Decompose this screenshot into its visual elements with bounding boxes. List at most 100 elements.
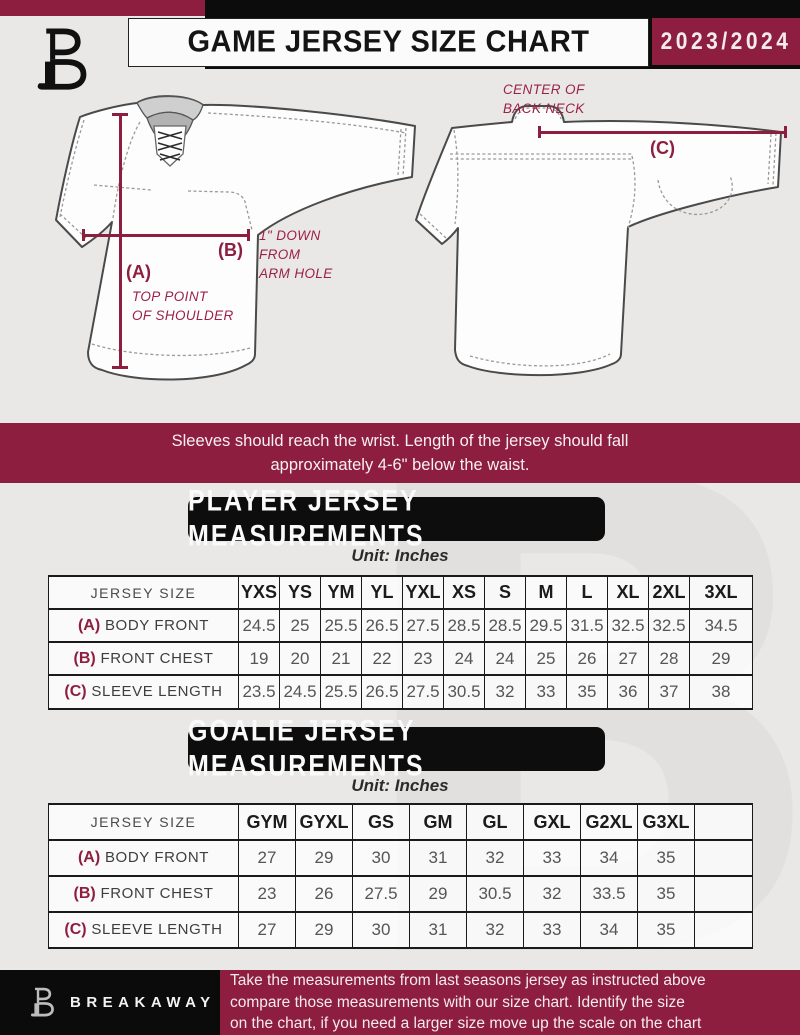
size-column-header: G3XL [637,803,695,841]
size-column-header: GYXL [295,803,353,841]
measurement-cell: 30 [352,839,410,877]
measurement-cell: 27 [607,641,649,676]
footer-instructions-text: Take the measurements from last seasons … [230,972,706,1033]
jersey-front-diagram [55,95,416,381]
goalie-unit-label: Unit: Inches [351,776,449,795]
measurement-cell: 35 [637,839,695,877]
measurement-row: (A) BODY FRONT 27 29 30 31 32 33 34 35 [48,839,753,877]
measurement-cell: 35 [637,875,695,913]
footer-instructions-block: Take the measurements from last seasons … [220,970,800,1035]
row-key: (B) [73,649,96,667]
size-column-header: GS [352,803,410,841]
fit-instruction-text: Sleeves should reach the wrist. Length o… [171,432,629,474]
row-name: SLEEVE LENGTH [86,921,223,938]
measurement-cell: 30.5 [466,875,524,913]
measurement-cell: 34 [580,911,638,949]
measurement-cell: 32.5 [648,608,690,643]
row-name: FRONT CHEST [95,885,214,902]
page-title: GAME JERSEY SIZE CHART [187,25,590,59]
measurement-line-c-right-tick [784,126,787,138]
measurement-cell: 31 [409,911,467,949]
measurement-cell: 25 [279,608,321,643]
measurement-cell: 34.5 [689,608,753,643]
season-label: 2023/2024 [660,27,792,55]
measurement-cell: 26 [295,875,353,913]
measurement-line-c-left-tick [538,126,541,138]
goalie-section-title: GOALIE JERSEY MEASUREMENTS [188,714,425,783]
measurement-cell: 34 [580,839,638,877]
size-column-header [694,803,753,841]
row-key: (A) [77,849,101,866]
row-key: (A) [77,616,101,634]
measurement-cell: 33.5 [580,875,638,913]
header-maroon-strip [0,0,205,16]
measurement-cell: 28 [648,641,690,676]
measurement-line-a [119,114,122,368]
measurement-cell: 25.5 [320,608,362,643]
note-top-point-of-shoulder: TOP POINT OF SHOULDER [132,289,234,323]
size-column-header: GYM [238,803,296,841]
measurement-cell: 24 [484,641,526,676]
row-name: FRONT CHEST [95,649,214,667]
label-a: (A) [126,262,151,282]
measurement-cell: 32.5 [607,608,649,643]
measurement-cell: 24 [443,641,485,676]
size-column-header: YXS [238,575,280,610]
measurement-cell: 31.5 [566,608,608,643]
measurement-cell: 23 [238,875,296,913]
measurement-cell: 26.5 [361,608,403,643]
measurement-cell: 27 [238,839,296,877]
measurement-row: (B) FRONT CHEST 19 20 21 22 23 24 24 25 26 27 28 29 [48,641,753,676]
label-c: (C) [650,138,675,158]
measurement-cell: 23.5 [238,674,280,710]
footer-brand-block: BREAKAWAY [0,970,220,1035]
measurement-line-a-bottom-tick [112,366,128,369]
breakaway-logo-icon [26,986,56,1020]
measurement-row: (B) FRONT CHEST 23 26 27.5 29 30.5 32 33.5 35 [48,875,753,913]
size-column-header: 2XL [648,575,690,610]
fit-instruction-banner: Sleeves should reach the wrist. Length o… [0,423,800,483]
goalie-section-header: GOALIE JERSEY MEASUREMENTS [188,714,605,783]
measurement-line-b [82,234,250,237]
measurement-cell: 32 [466,839,524,877]
brand-name: BREAKAWAY [70,994,216,1011]
measurement-cell: 24.5 [279,674,321,710]
size-column-header: YL [361,575,403,610]
measurement-row: (C) SLEEVE LENGTH 27 29 30 31 32 33 34 35 [48,911,753,949]
size-column-header: YM [320,575,362,610]
row-name: BODY FRONT [100,616,210,634]
measurement-cell: 29.5 [525,608,567,643]
row-label: (A) BODY FRONT [48,839,239,877]
measurement-cell [694,839,753,877]
row-label: (B) FRONT CHEST [48,641,239,676]
measurement-cell: 29 [689,641,753,676]
size-column-header: L [566,575,608,610]
note-center-of-back-neck: CENTER OF BACK NECK [503,82,585,116]
measurement-cell: 27 [238,911,296,949]
size-column-header: GXL [523,803,581,841]
measurement-line-b-left-tick [82,229,85,241]
measurement-cell: 28.5 [484,608,526,643]
measurement-cell: 36 [607,674,649,710]
size-column-header: GM [409,803,467,841]
goalie-measurements-table: JERSEY SIZE GYM GYXL GS GM GL GXL G2XL G3XL (A) B… [48,803,753,949]
row-key: (B) [73,885,96,902]
measurement-cell: 30 [352,911,410,949]
measurement-cell: 21 [320,641,362,676]
player-unit-label: Unit: Inches [351,546,449,565]
title-box: GAME JERSEY SIZE CHART [128,18,649,67]
table-header-row: JERSEY SIZE GYM GYXL GS GM GL GXL G2XL G3XL [48,803,753,841]
measurement-cell: 32 [484,674,526,710]
player-section-title: PLAYER JERSEY MEASUREMENTS [188,484,425,553]
row-label: (C) SLEEVE LENGTH [48,674,239,710]
measurement-cell: 27.5 [402,608,444,643]
measurement-cell: 26.5 [361,674,403,710]
size-column-header: YXL [402,575,444,610]
jersey-back-diagram [415,105,782,377]
size-column-header: S [484,575,526,610]
row-name: SLEEVE LENGTH [86,683,223,700]
jersey-size-corner-label: JERSEY SIZE [48,575,239,610]
row-key: (C) [64,683,87,700]
measurement-cell: 27.5 [352,875,410,913]
